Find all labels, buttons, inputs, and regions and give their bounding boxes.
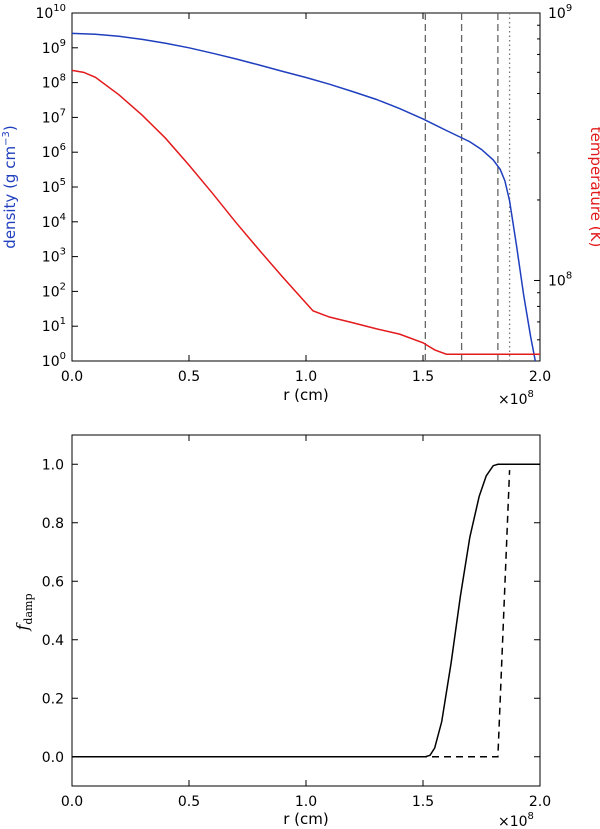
bottom-y-tick-label: 0.4 bbox=[42, 633, 64, 649]
bottom-x-axis-label: r (cm) bbox=[283, 810, 329, 828]
temperature-series-line bbox=[71, 69, 540, 355]
top-x-tick-label: 1.5 bbox=[412, 369, 434, 385]
top-left-y-tick-label: 106 bbox=[42, 142, 66, 161]
top-x-tick-label: 0.0 bbox=[61, 369, 83, 385]
top-right-y-ticks: 108 109 bbox=[534, 3, 572, 341]
bottom-y-tick-label: 0.8 bbox=[42, 516, 64, 532]
bottom-x-tick-label: 1.5 bbox=[412, 794, 434, 810]
top-x-multiplier: ×108 bbox=[498, 389, 534, 408]
bottom-y-tick-label: 0.6 bbox=[42, 574, 64, 590]
bottom-y-tick-label: 1.0 bbox=[42, 457, 64, 473]
bottom-y-tick-label: 0.2 bbox=[42, 691, 64, 707]
top-left-y-tick-label: 101 bbox=[42, 316, 66, 335]
top-left-y-tick-label: 107 bbox=[42, 107, 66, 126]
bottom-y-ticks: 0.0 0.2 0.4 0.6 0.8 1.0 bbox=[42, 457, 540, 766]
top-series-group bbox=[71, 32, 540, 362]
top-x-tick-label: 1.0 bbox=[295, 369, 317, 385]
top-right-y-tick-label: 109 bbox=[548, 3, 572, 22]
bottom-y-axis-label: fdamp bbox=[13, 594, 35, 632]
fdamp-plot: 0.0 0.5 1.0 1.5 2.0 0.0 0.2 0.4 0.6 0.8 1.0 r (cm… bbox=[13, 434, 551, 829]
bottom-x-ticks: 0.0 0.5 1.0 1.5 2.0 bbox=[61, 435, 551, 810]
top-vertical-lines bbox=[424, 13, 511, 361]
top-x-tick-label: 2.0 bbox=[529, 369, 551, 385]
bottom-x-tick-label: 0.0 bbox=[61, 794, 83, 810]
top-left-y-tick-label: 102 bbox=[42, 281, 66, 300]
top-left-y-tick-label: 103 bbox=[42, 247, 66, 266]
bottom-y-tick-label: 0.0 bbox=[42, 750, 64, 766]
top-right-y-axis-label: temperature (K) bbox=[587, 127, 600, 248]
top-x-axis-label: r (cm) bbox=[283, 386, 329, 404]
density-temperature-plot: 0.0 0.5 1.0 1.5 2.0 100 101 102 103 104 105 106 107… bbox=[1, 3, 600, 408]
bottom-x-tick-label: 2.0 bbox=[529, 794, 551, 810]
top-left-y-axis-label: density (g cm−3) bbox=[1, 125, 19, 248]
bottom-x-multiplier: ×108 bbox=[498, 811, 534, 829]
density-series-line bbox=[71, 32, 537, 362]
top-left-y-tick-label: 1010 bbox=[35, 3, 66, 22]
top-left-y-tick-label: 109 bbox=[42, 38, 66, 57]
bottom-x-tick-label: 0.5 bbox=[178, 794, 200, 810]
top-left-y-tick-label: 100 bbox=[42, 351, 66, 370]
bottom-series-group bbox=[72, 463, 540, 758]
fdamp-dashed-line bbox=[72, 470, 511, 758]
top-left-y-tick-label: 105 bbox=[42, 177, 66, 196]
top-x-ticks: 0.0 0.5 1.0 1.5 2.0 bbox=[61, 13, 551, 385]
bottom-x-tick-label: 1.0 bbox=[295, 794, 317, 810]
bottom-plot-frame bbox=[71, 434, 541, 787]
top-left-y-ticks: 100 101 102 103 104 105 106 107 108 109 1010 bbox=[35, 3, 78, 370]
top-left-y-tick-label: 104 bbox=[42, 212, 66, 231]
top-x-tick-label: 0.5 bbox=[178, 369, 200, 385]
top-right-y-tick-label: 108 bbox=[548, 270, 572, 289]
fdamp-solid-line bbox=[72, 463, 540, 758]
top-plot-frame bbox=[71, 12, 541, 362]
top-left-y-tick-label: 108 bbox=[42, 73, 66, 92]
